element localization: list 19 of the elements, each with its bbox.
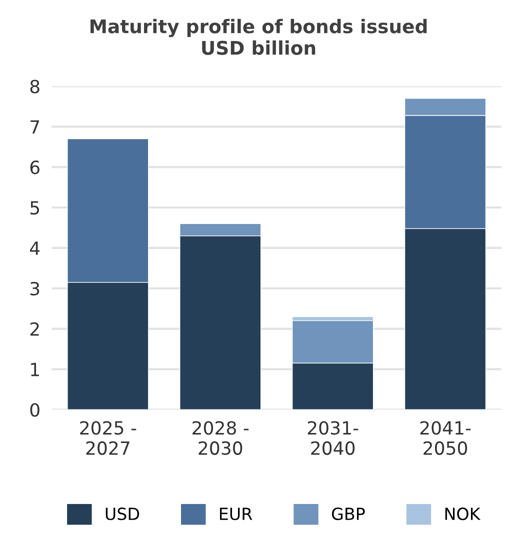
legend-label: EUR [220, 508, 252, 520]
y-tick-label: 5 [30, 201, 40, 215]
chart-title: Maturity profile of bonds issued [90, 18, 427, 38]
y-tick-label: 4 [30, 242, 40, 255]
legend-label: USD [106, 508, 140, 520]
y-tick-label: 1 [31, 362, 39, 376]
y-tick-label: 2 [30, 322, 39, 336]
y-tick-label: 6 [30, 160, 40, 174]
y-tick-label: 7 [30, 120, 40, 134]
legend-label: GBP [332, 508, 365, 520]
x-tick-label: 2025 - 2027 [80, 421, 136, 455]
legend-label: NOK [445, 508, 481, 520]
x-tick-label: 2028 - 2030 [192, 421, 249, 455]
y-tick-label: 0 [30, 403, 40, 417]
chart-subtitle: USD billion [202, 40, 316, 55]
x-tick-label: 2041- 2050 [420, 421, 471, 455]
y-tick-label: 3 [30, 282, 40, 296]
x-tick-label: 2031- 2040 [308, 421, 358, 455]
y-tick-label: 8 [30, 80, 40, 94]
